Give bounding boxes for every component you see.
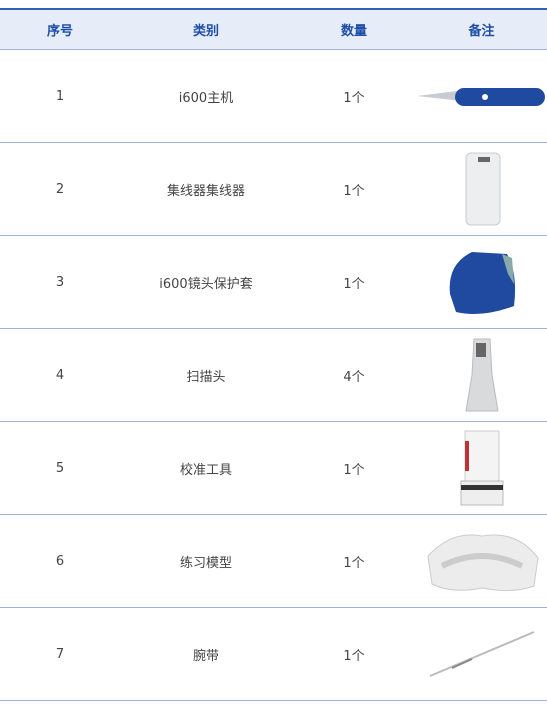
cell: 1个: [292, 49, 416, 143]
header-cell: 序号: [0, 8, 120, 50]
header-row: 序号 类别 数量 备注: [0, 8, 547, 50]
header-cell: 备注: [416, 8, 547, 50]
strap-image: [429, 631, 534, 677]
cell: 校准工具: [120, 421, 292, 515]
cell: 1个: [292, 514, 416, 608]
cell: 1: [0, 49, 120, 143]
row: 2 集线器集线器 1个: [0, 142, 547, 236]
cell: 扫描头: [120, 328, 292, 422]
image-cell: [416, 328, 547, 422]
cell: 腕带: [120, 607, 292, 701]
cell: 4个: [292, 328, 416, 422]
cell: i600镜头保护套: [120, 235, 292, 329]
cell: 1个: [292, 607, 416, 701]
row: 4 扫描头 4个: [0, 328, 547, 422]
header-cell: 类别: [120, 8, 292, 50]
cell: i600主机: [120, 49, 292, 143]
cell: 1个: [292, 235, 416, 329]
row: 7 腕带 1个: [0, 607, 547, 701]
cell: 3: [0, 235, 120, 329]
cell: 4: [0, 328, 120, 422]
image-cell: [416, 607, 547, 701]
row: 1 i600主机 1个: [0, 49, 547, 143]
cell: 2: [0, 142, 120, 236]
image-cell: [416, 235, 547, 329]
cell: 1个: [292, 421, 416, 515]
image-cell: [416, 421, 547, 515]
row: 6 练习模型 1个: [0, 514, 547, 608]
hub-image: [465, 152, 500, 226]
cell: 练习模型: [120, 514, 292, 608]
cell: 1个: [292, 142, 416, 236]
parts-table: 序号 类别 数量 备注 1 i600主机 1个 2 集线器集线器 1个 3 i6…: [0, 8, 547, 701]
model-image: [426, 534, 539, 592]
row: 3 i600镜头保护套 1个: [0, 235, 547, 329]
image-cell: [416, 514, 547, 608]
image-cell: [416, 49, 547, 143]
calibration-image: [460, 430, 503, 506]
cell: 7: [0, 607, 120, 701]
image-cell: [416, 142, 547, 236]
cell: 6: [0, 514, 120, 608]
header-cell: 数量: [292, 8, 416, 50]
cap-image: [449, 252, 515, 314]
cell: 5: [0, 421, 120, 515]
row: 5 校准工具 1个: [0, 421, 547, 515]
cell: 集线器集线器: [120, 142, 292, 236]
scanner-image: [416, 88, 545, 106]
tip-image: [464, 338, 499, 412]
